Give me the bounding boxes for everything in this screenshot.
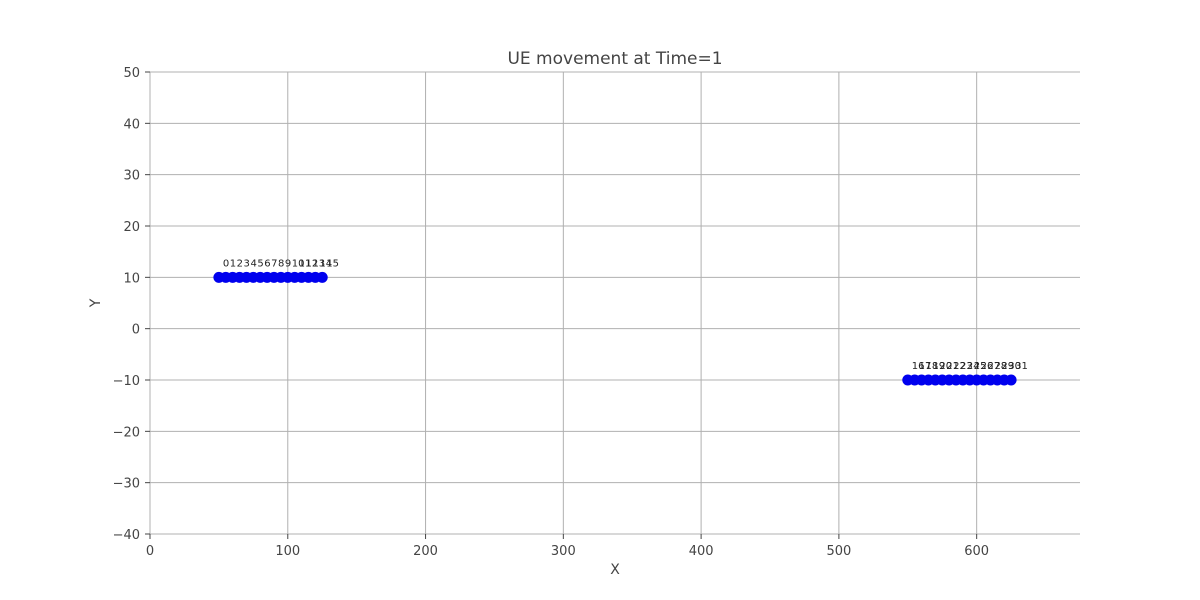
ue-point-label: 24 — [967, 361, 980, 372]
y-axis-ticks: −40 −30 −20 −10 0 10 20 30 40 50 — [113, 66, 150, 543]
ue-point-label: 8 — [278, 258, 284, 269]
ue-point-label: 14 — [319, 258, 332, 269]
x-axis-label: X — [610, 562, 620, 578]
point-labels: 0 1 2 3 4 5 6 7 8 9 101112131415161718192021222324… — [223, 258, 1028, 372]
ue-point-label: 23 — [960, 361, 973, 372]
ue-point-label: 21 — [946, 361, 959, 372]
ue-point-label: 4 — [250, 258, 256, 269]
chart-title: UE movement at Time=1 — [507, 49, 722, 69]
ue-point-label: 27 — [988, 361, 1001, 372]
ue-point-label: 1 — [230, 258, 236, 269]
y-tick-label: −20 — [113, 425, 140, 440]
ue-point-label: 2 — [237, 258, 243, 269]
ue-point-label: 20 — [939, 361, 952, 372]
ue-point-label: 31 — [1015, 361, 1028, 372]
y-axis-label: Y — [88, 298, 104, 308]
x-tick-label: 600 — [964, 544, 989, 559]
y-tick-label: −10 — [113, 374, 140, 389]
y-tick-label: 10 — [123, 271, 140, 286]
ue-point-label: 5 — [257, 258, 263, 269]
x-tick-label: 100 — [275, 544, 300, 559]
ue-point-label: 19 — [932, 361, 945, 372]
y-tick-label: 20 — [123, 220, 140, 235]
ue-point-label: 13 — [312, 258, 325, 269]
y-tick-label: −40 — [113, 528, 140, 543]
x-tick-label: 200 — [413, 544, 438, 559]
ue-point-label: 28 — [994, 361, 1007, 372]
y-tick-label: 0 — [132, 323, 140, 338]
ue-point — [316, 271, 328, 283]
x-tick-label: 500 — [826, 544, 851, 559]
y-tick-label: 30 — [123, 169, 140, 184]
x-axis-ticks: 0 100 200 300 400 500 600 — [146, 534, 989, 559]
ue-point-label: 18 — [926, 361, 939, 372]
ue-point-label: 15 — [326, 258, 339, 269]
ue-point-label: 0 — [223, 258, 229, 269]
ue-point-label: 22 — [953, 361, 966, 372]
ue-point-label: 30 — [1008, 361, 1021, 372]
ue-point-label: 6 — [264, 258, 270, 269]
y-tick-label: −30 — [113, 477, 140, 492]
y-tick-label: 50 — [123, 66, 140, 81]
ue-point-label: 7 — [271, 258, 277, 269]
ue-point-label: 3 — [244, 258, 250, 269]
grid — [149, 71, 1080, 535]
ue-point-label: 12 — [306, 258, 319, 269]
ue-point-label: 25 — [974, 361, 987, 372]
data-points — [213, 271, 1017, 386]
ue-point-label: 29 — [1001, 361, 1014, 372]
ue-point-label: 11 — [299, 258, 312, 269]
ue-point-label: 10 — [292, 258, 305, 269]
ue-point — [1005, 374, 1017, 386]
ue-point-label: 17 — [919, 361, 932, 372]
ue-point-label: 26 — [981, 361, 994, 372]
y-tick-label: 40 — [123, 117, 140, 132]
ue-point-label: 16 — [912, 361, 925, 372]
x-tick-label: 300 — [551, 544, 576, 559]
x-tick-label: 400 — [689, 544, 714, 559]
ue-point-label: 9 — [285, 258, 291, 269]
x-tick-label: 0 — [146, 544, 154, 559]
